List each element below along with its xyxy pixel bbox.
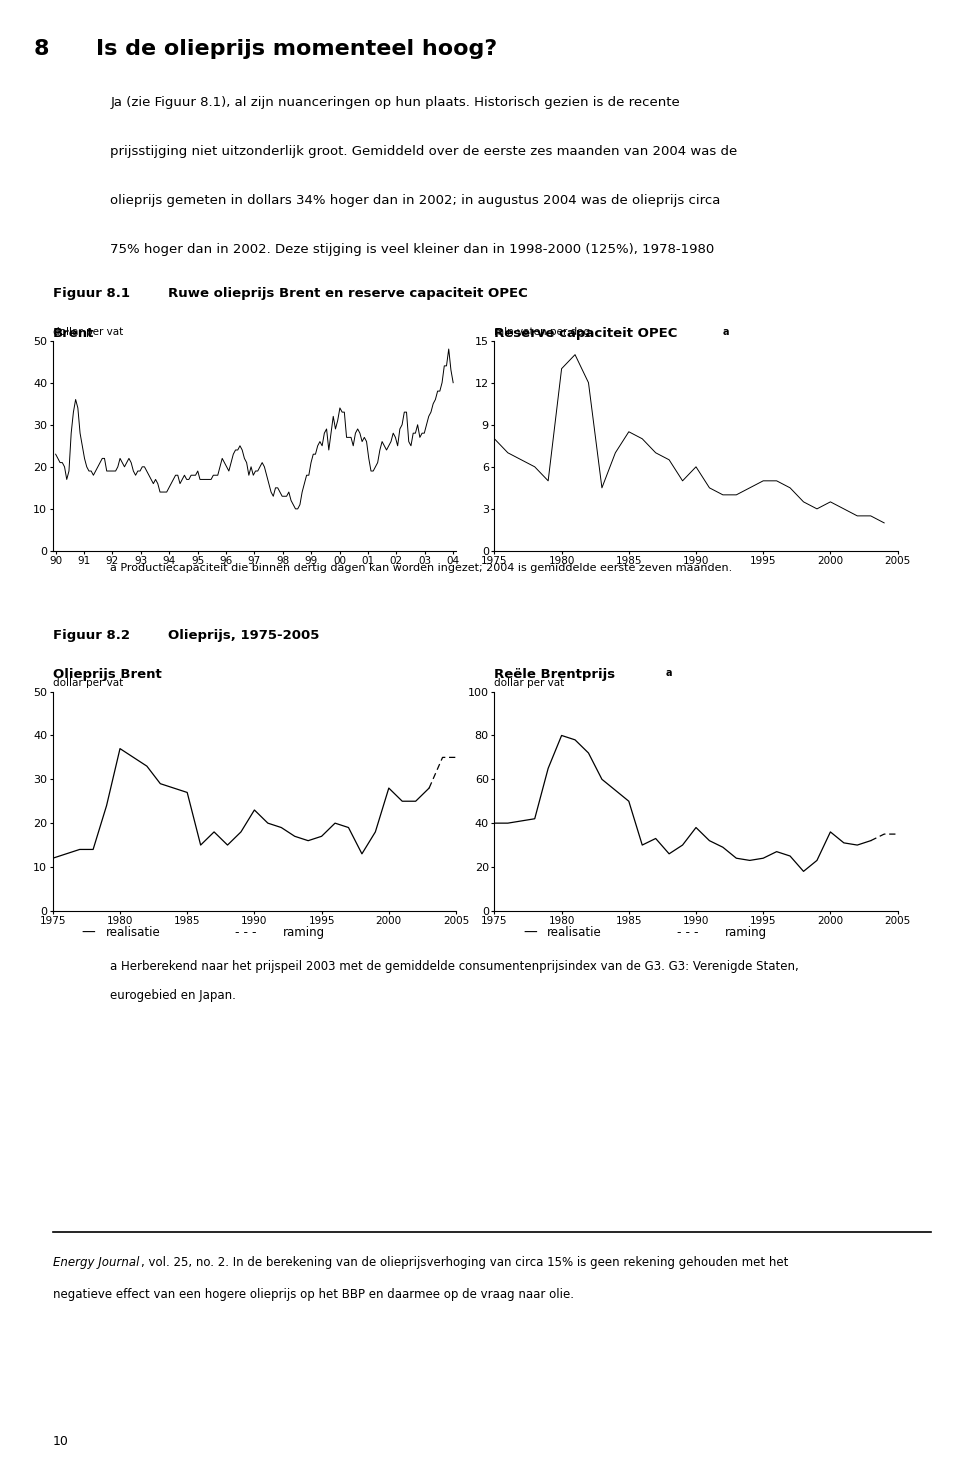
Text: —: — [523,926,537,939]
Text: 75% hoger dan in 2002. Deze stijging is veel kleiner dan in 1998-2000 (125%), 19: 75% hoger dan in 2002. Deze stijging is … [110,243,714,256]
Text: Reële Brentprijs: Reële Brentprijs [494,668,615,681]
Text: a Productiecapaciteit die binnen dertig dagen kan worden ingezet; 2004 is gemidd: a Productiecapaciteit die binnen dertig … [110,563,732,573]
Text: 10: 10 [53,1435,69,1448]
Text: olieprijs gemeten in dollars 34% hoger dan in 2002; in augustus 2004 was de olie: olieprijs gemeten in dollars 34% hoger d… [110,194,721,207]
Text: dollar per vat: dollar per vat [494,678,564,689]
Text: - - -: - - - [235,926,256,939]
Text: Energy Journal: Energy Journal [53,1256,139,1269]
Text: Brent: Brent [53,327,94,341]
Text: Ja (zie Figuur 8.1), al zijn nuanceringen op hun plaats. Historisch gezien is de: Ja (zie Figuur 8.1), al zijn nuanceringe… [110,96,680,110]
Text: - - -: - - - [677,926,698,939]
Text: mln vaten per dag: mln vaten per dag [494,327,590,338]
Text: 8: 8 [34,39,49,59]
Text: realisatie: realisatie [547,926,602,939]
Text: raming: raming [283,926,325,939]
Text: realisatie: realisatie [106,926,160,939]
Text: dollar per vat: dollar per vat [53,678,123,689]
Text: —: — [82,926,95,939]
Text: Olieprijs, 1975-2005: Olieprijs, 1975-2005 [168,629,320,643]
Text: a: a [665,668,672,678]
Text: eurogebied en Japan.: eurogebied en Japan. [110,989,236,1003]
Text: prijsstijging niet uitzonderlijk groot. Gemiddeld over de eerste zes maanden van: prijsstijging niet uitzonderlijk groot. … [110,145,737,158]
Text: , vol. 25, no. 2. In de berekening van de olieprijsverhoging van circa 15% is ge: , vol. 25, no. 2. In de berekening van d… [141,1256,788,1269]
Text: a Herberekend naar het prijspeil 2003 met de gemiddelde consumentenprijsindex va: a Herberekend naar het prijspeil 2003 me… [110,960,799,973]
Text: a: a [723,327,730,338]
Text: Figuur 8.1: Figuur 8.1 [53,287,130,301]
Text: Reserve capaciteit OPEC: Reserve capaciteit OPEC [494,327,678,341]
Text: Olieprijs Brent: Olieprijs Brent [53,668,161,681]
Text: raming: raming [725,926,767,939]
Text: Is de olieprijs momenteel hoog?: Is de olieprijs momenteel hoog? [96,39,497,59]
Text: Figuur 8.2: Figuur 8.2 [53,629,130,643]
Text: Ruwe olieprijs Brent en reserve capaciteit OPEC: Ruwe olieprijs Brent en reserve capacite… [168,287,528,301]
Text: dollar per vat: dollar per vat [53,327,123,338]
Text: negatieve effect van een hogere olieprijs op het BBP en daarmee op de vraag naar: negatieve effect van een hogere olieprij… [53,1288,574,1302]
